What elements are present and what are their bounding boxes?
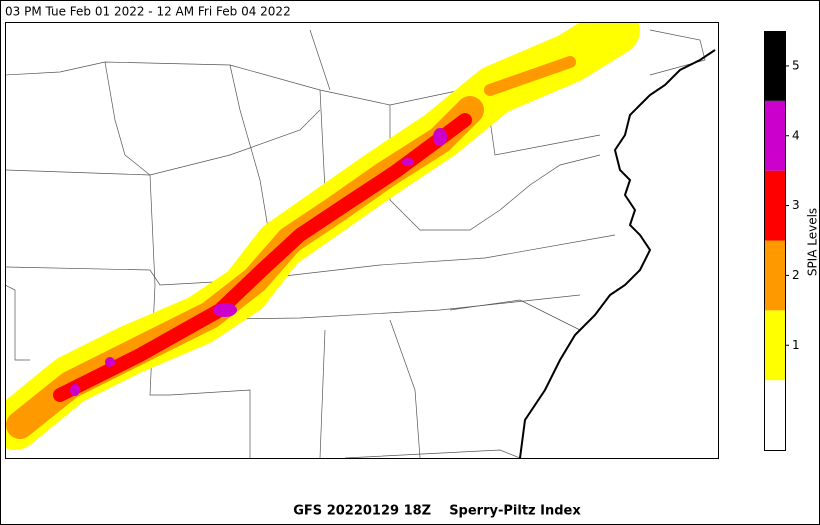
colorbar-outline — [764, 31, 786, 451]
colorbar-label: SPIA Levels — [806, 208, 820, 276]
colorbar-segment — [764, 170, 785, 241]
colorbar-tick-label: 4 — [792, 128, 800, 142]
colorbar-segment — [764, 240, 785, 311]
colorbar-tick-label: 3 — [792, 198, 800, 212]
colorbar: 1 2 3 4 5 — [764, 31, 800, 451]
footer: GFS 20220129 18Z Sperry-Piltz Index — [293, 504, 581, 519]
map — [5, 22, 719, 459]
ice-accumulation — [6, 23, 640, 450]
colorbar-segment — [764, 380, 785, 450]
colorbar-segment — [764, 31, 785, 101]
colorbar-segment — [764, 310, 785, 381]
colorbar-tick-label: 2 — [792, 268, 800, 282]
map-title: 03 PM Tue Feb 01 2022 - 12 AM Fri Feb 04… — [5, 5, 291, 19]
coastline — [519, 49, 716, 458]
colorbar-tick-label: 5 — [792, 58, 800, 72]
colorbar-tick-label: 1 — [792, 338, 800, 352]
map-frame — [5, 22, 719, 459]
colorbar-segment — [764, 100, 785, 171]
